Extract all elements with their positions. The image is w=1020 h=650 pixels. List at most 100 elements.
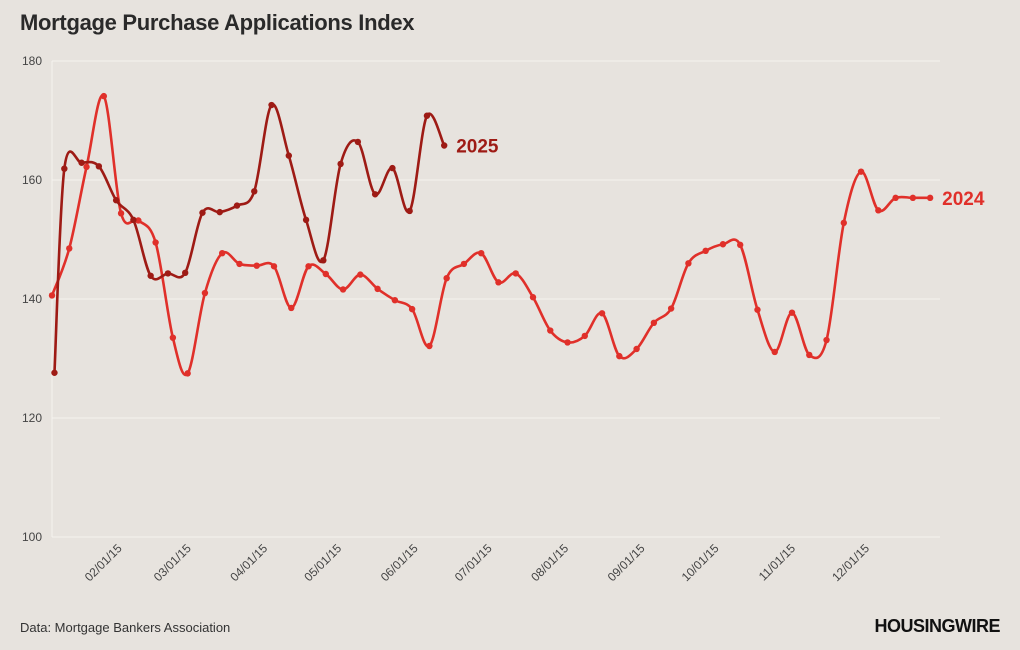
x-axis-ticks: 02/01/15 03/01/15 04/01/15 05/01/15 06/01/15…	[82, 541, 873, 584]
data-point-2025-2	[78, 159, 85, 166]
x-tick-label-0: 02/01/15	[82, 541, 125, 584]
data-point-2025-13	[268, 101, 275, 109]
data-point-2024-20	[391, 296, 399, 304]
data-point-2025-11	[233, 202, 241, 209]
data-point-2025-18	[354, 138, 362, 146]
data-point-2024-28	[529, 294, 537, 301]
chart-title: Mortgage Purchase Applications Index	[20, 10, 415, 35]
data-point-2025-12	[251, 188, 258, 195]
data-point-2024-38	[702, 247, 709, 255]
data-point-2024-4	[117, 210, 125, 217]
data-point-2024-31	[581, 332, 588, 340]
y-axis-ticks: 100 120 140 160 180	[22, 54, 42, 544]
data-point-2025-23	[441, 142, 448, 149]
series-label-2025: 2025	[456, 136, 499, 157]
data-point-2024-50	[909, 194, 917, 202]
data-point-2024-41	[754, 306, 761, 313]
data-point-2024-32	[598, 310, 606, 317]
data-point-2024-48	[875, 207, 882, 214]
data-point-2024-27	[512, 270, 519, 277]
series-label-2024: 2024	[942, 189, 985, 210]
data-point-2024-45	[823, 336, 830, 344]
x-tick-label-6: 08/01/15	[528, 541, 571, 584]
data-point-2025-17	[337, 160, 344, 168]
data-point-2025-14	[285, 152, 292, 159]
data-point-2024-29	[547, 327, 554, 334]
data-point-2024-37	[685, 260, 692, 267]
series-group	[48, 92, 934, 377]
data-point-2025-21	[406, 207, 413, 215]
data-point-2024-8	[184, 370, 191, 377]
data-point-2024-0	[48, 292, 56, 299]
data-point-2024-18	[357, 271, 364, 278]
data-point-2025-5	[130, 216, 137, 224]
x-tick-label-8: 10/01/15	[679, 541, 722, 584]
data-point-2025-19	[371, 191, 379, 198]
data-point-2024-26	[495, 279, 502, 286]
data-point-2024-16	[322, 270, 329, 278]
brand-logo: HOUSINGWIRE	[874, 616, 1000, 636]
data-point-2024-23	[443, 274, 450, 282]
data-point-2024-1	[66, 245, 73, 252]
x-tick-label-4: 06/01/15	[378, 541, 421, 584]
data-point-2024-25	[478, 249, 485, 257]
data-point-2024-2	[83, 163, 90, 171]
y-tick-label-160: 160	[22, 173, 42, 187]
data-point-2024-33	[616, 352, 623, 360]
data-point-2024-44	[806, 351, 813, 359]
data-point-2024-7	[169, 334, 177, 341]
data-point-2024-22	[426, 342, 433, 350]
x-tick-label-3: 05/01/15	[301, 541, 344, 584]
data-point-2025-8	[182, 269, 189, 277]
data-point-2024-21	[408, 305, 416, 313]
data-point-2024-35	[650, 319, 658, 326]
data-point-2025-3	[95, 163, 103, 170]
data-point-2024-30	[564, 339, 571, 346]
data-point-2025-4	[112, 197, 120, 204]
data-point-2024-15	[305, 263, 312, 270]
data-point-2024-43	[788, 309, 796, 316]
data-point-2024-9	[201, 289, 209, 297]
data-point-2025-22	[423, 112, 431, 119]
data-point-2024-24	[460, 260, 468, 268]
data-point-2025-1	[61, 165, 68, 172]
data-point-2024-42	[771, 348, 778, 356]
data-point-2024-3	[100, 92, 108, 100]
data-point-2024-51	[926, 194, 934, 202]
data-point-2024-6	[152, 239, 159, 246]
data-point-2024-47	[857, 168, 865, 175]
x-tick-label-2: 04/01/15	[227, 541, 270, 584]
x-tick-label-9: 11/01/15	[756, 541, 799, 584]
x-tick-label-10: 12/01/15	[829, 541, 872, 584]
data-point-2025-15	[302, 216, 310, 224]
grid-lines	[51, 60, 940, 538]
data-point-2024-19	[374, 285, 381, 293]
y-tick-label-120: 120	[22, 411, 42, 425]
data-point-2024-14	[288, 304, 295, 312]
data-point-2025-20	[389, 164, 396, 172]
data-point-2024-36	[667, 305, 675, 312]
data-point-2024-13	[270, 263, 278, 270]
data-point-2025-9	[199, 209, 206, 216]
data-point-2024-5	[135, 217, 142, 224]
data-point-2024-49	[892, 194, 899, 202]
data-point-2025-16	[320, 257, 327, 264]
data-point-2024-17	[339, 286, 347, 293]
y-tick-label-180: 180	[22, 54, 42, 68]
data-point-2024-39	[719, 241, 727, 248]
data-point-2024-12	[253, 262, 260, 269]
y-tick-label-100: 100	[22, 530, 42, 544]
data-point-2024-10	[219, 249, 226, 257]
data-point-2024-40	[737, 241, 744, 249]
data-point-2025-10	[216, 208, 223, 216]
data-point-2025-0	[51, 369, 58, 376]
data-point-2025-6	[147, 272, 154, 279]
data-point-2024-11	[236, 260, 243, 268]
data-point-2024-34	[633, 345, 640, 353]
x-tick-label-1: 03/01/15	[151, 541, 194, 584]
data-point-2024-46	[840, 219, 847, 227]
x-tick-label-7: 09/01/15	[605, 541, 648, 584]
x-tick-label-5: 07/01/15	[452, 541, 495, 584]
data-point-2025-7	[164, 270, 172, 277]
